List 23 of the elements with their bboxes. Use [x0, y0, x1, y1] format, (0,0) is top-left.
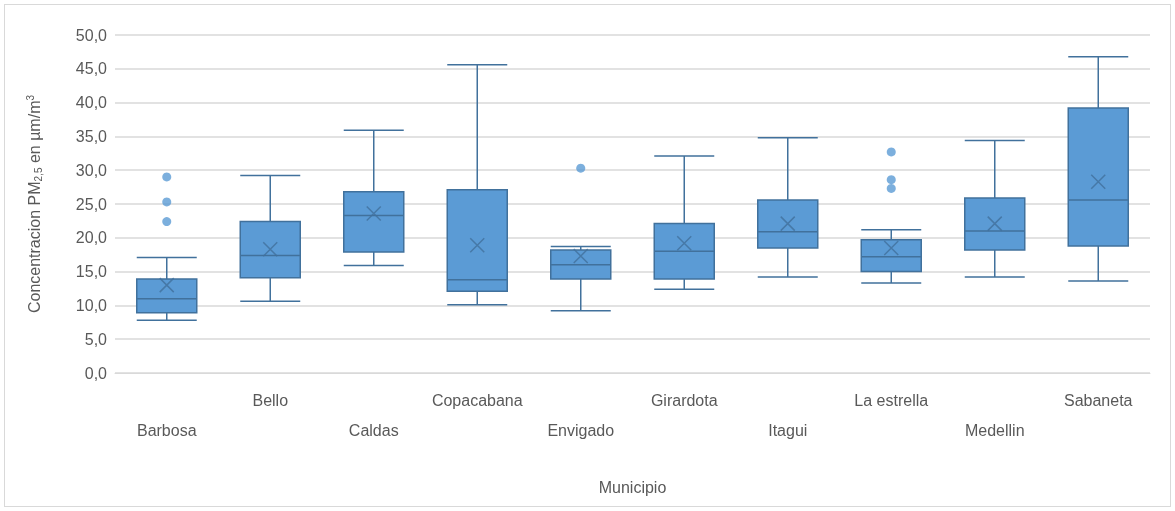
- y-tick-label: 40,0: [75, 94, 108, 112]
- x-tick-label: La estrella: [854, 391, 929, 409]
- y-tick-label: 5,0: [84, 330, 108, 348]
- y-tick-label: 35,0: [75, 127, 108, 145]
- x-axis-title: Municipio: [598, 478, 667, 496]
- x-tick-label: Sabaneta: [1063, 391, 1133, 409]
- y-tick-label: 10,0: [75, 296, 108, 314]
- x-tick-label: Girardota: [650, 391, 718, 409]
- y-tick-label: 25,0: [75, 195, 108, 213]
- y-axis-title: Concentracion PM2,5 en µm/m3: [24, 94, 44, 314]
- x-tick-label: Itagui: [768, 421, 808, 439]
- y-tick-label: 30,0: [75, 161, 108, 179]
- y-tick-label: 50,0: [75, 26, 108, 44]
- x-tick-label: Medellin: [964, 421, 1025, 439]
- y-tick-label: 20,0: [75, 229, 108, 247]
- y-tick-label: 45,0: [75, 60, 108, 78]
- x-tick-label: Bello: [252, 391, 289, 409]
- x-tick-label: Caldas: [348, 421, 399, 439]
- x-tick-label: Copacabana: [431, 391, 523, 409]
- x-tick-label: Envigado: [547, 421, 615, 439]
- y-tick-label: 15,0: [75, 263, 108, 281]
- x-tick-label: Barbosa: [136, 421, 197, 439]
- y-tick-label: 0,0: [84, 364, 108, 382]
